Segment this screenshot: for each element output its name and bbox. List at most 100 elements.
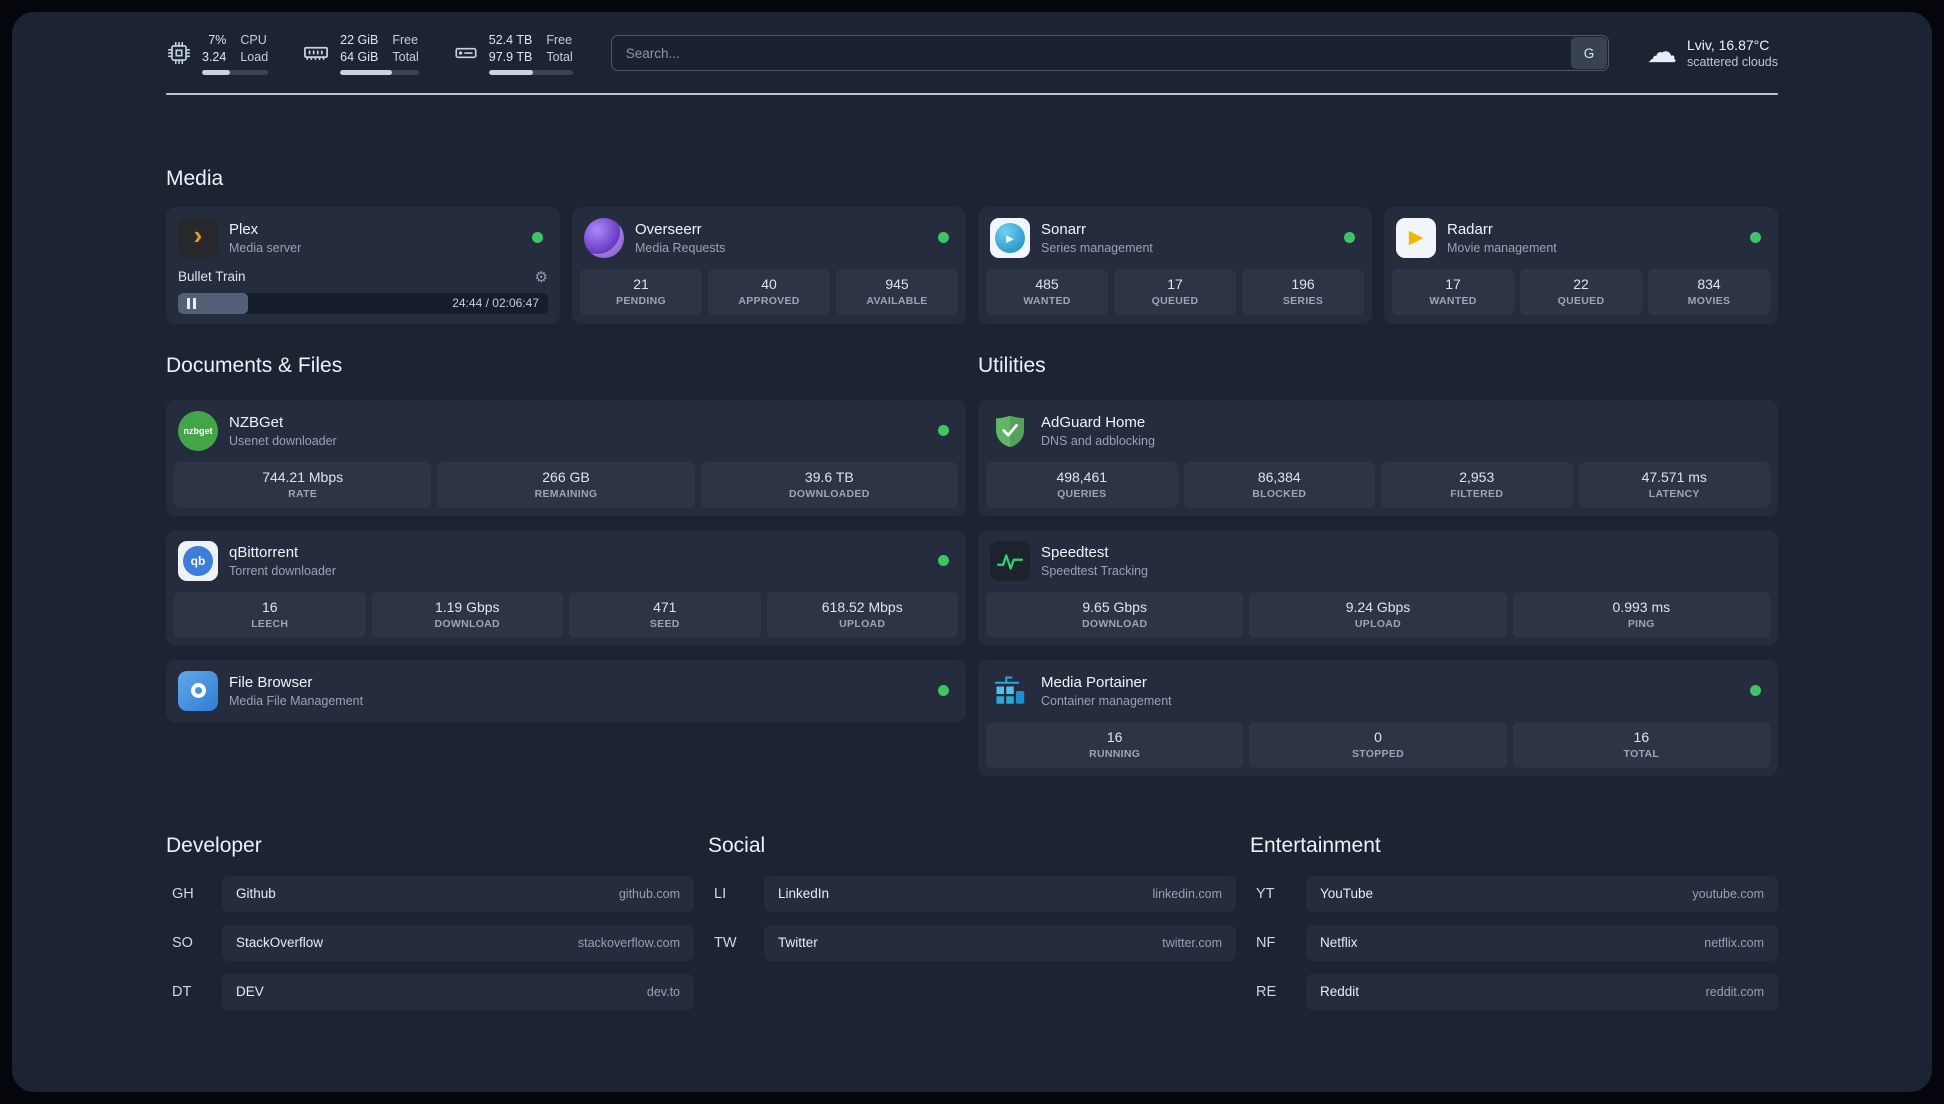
- card-qbittorrent[interactable]: qb qBittorrent Torrent downloader 16 LEE…: [166, 529, 966, 646]
- speedtest-icon: [990, 540, 1030, 581]
- disk-free-label: Free: [546, 33, 573, 47]
- stat-upload: 618.52 Mbps UPLOAD: [766, 591, 958, 638]
- memory-total-label: Total: [392, 49, 419, 64]
- middle-grid: Documents & Files nzbget NZBGet Usenet d…: [166, 354, 1778, 776]
- stat-stopped: 0 STOPPED: [1249, 721, 1507, 768]
- disk-widget: 52.4 TB 97.9 TB Free Total: [453, 32, 573, 75]
- stat-leech: 16 LEECH: [174, 591, 366, 638]
- card-subtitle: Media server: [229, 240, 302, 255]
- stat-rate: 744.21 Mbps RATE: [174, 461, 432, 508]
- bookmark-link[interactable]: Github github.com: [222, 875, 694, 912]
- bookmark-abbr: TW: [714, 934, 737, 951]
- stat-ping: 0.993 ms PING: [1512, 591, 1770, 638]
- playback-progress-bar[interactable]: 24:44 / 02:06:47: [178, 292, 548, 314]
- disk-icon: [453, 40, 479, 66]
- section-heading-entertainment: Entertainment: [1250, 833, 1381, 857]
- card-speedtest[interactable]: Speedtest Speedtest Tracking 9.65 Gbps D…: [978, 529, 1778, 646]
- bookmark-reddit: RE Reddit reddit.com: [1250, 973, 1778, 1010]
- stat-queries: 498,461 QUERIES: [986, 461, 1178, 508]
- cpu-usage-value: 7%: [208, 33, 227, 47]
- card-filebrowser[interactable]: File Browser Media File Management: [166, 659, 966, 722]
- cpu-label: CPU: [240, 33, 267, 47]
- card-subtitle: Media File Management: [229, 693, 364, 708]
- sonarr-icon: ▸: [990, 217, 1030, 258]
- card-sonarr[interactable]: ▸ Sonarr Series management 485 WANTED 17…: [978, 206, 1372, 324]
- weather-widget: ☁ Lviv, 16.87°C scattered clouds: [1647, 37, 1778, 69]
- card-title: Speedtest: [1041, 543, 1109, 561]
- status-indicator: [1344, 232, 1355, 244]
- stat-latency: 47.571 ms LATENCY: [1578, 461, 1770, 508]
- card-plex[interactable]: › Plex Media server Bullet Train ⚙: [166, 206, 560, 324]
- card-overseerr[interactable]: Overseerr Media Requests 21 PENDING 40 A…: [572, 206, 966, 324]
- bookmarks: Developer GH Github github.com SO StackO…: [166, 834, 1778, 1023]
- radarr-icon: ▶: [1396, 217, 1436, 258]
- bookmark-dev: DT DEV dev.to: [166, 973, 694, 1010]
- bookmark-abbr: LI: [714, 885, 727, 902]
- bookmark-link[interactable]: Reddit reddit.com: [1306, 973, 1778, 1010]
- stat-total: 16 TOTAL: [1512, 721, 1770, 768]
- memory-icon: [302, 39, 330, 67]
- stat-queued: 22 QUEUED: [1520, 268, 1642, 315]
- card-subtitle: DNS and adblocking: [1041, 433, 1155, 448]
- cpu-load-value: 3.24: [202, 49, 227, 64]
- card-nzbget[interactable]: nzbget NZBGet Usenet downloader 744.21 M…: [166, 399, 966, 516]
- memory-progress-fill: [340, 69, 393, 75]
- card-title: Sonarr: [1041, 220, 1087, 238]
- bookmark-link[interactable]: Twitter twitter.com: [764, 924, 1236, 961]
- disk-progress-fill: [488, 69, 534, 75]
- qbittorrent-icon: qb: [178, 540, 218, 581]
- bookmark-stackoverflow: SO StackOverflow stackoverflow.com: [166, 924, 694, 961]
- memory-widget: 22 GiB 64 GiB Free Total: [302, 32, 419, 75]
- stat-available: 945 AVAILABLE: [836, 268, 958, 315]
- nzbget-icon: nzbget: [178, 410, 218, 451]
- bookmark-linkedin: LI LinkedIn linkedin.com: [708, 875, 1236, 912]
- bookmark-link[interactable]: LinkedIn linkedin.com: [764, 875, 1236, 912]
- pause-icon[interactable]: [187, 297, 196, 309]
- dashboard: 7% 3.24 CPU Load: [12, 12, 1932, 1092]
- stat-pending: 21 PENDING: [580, 268, 702, 315]
- card-subtitle: Torrent downloader: [229, 563, 337, 578]
- card-radarr[interactable]: ▶ Radarr Movie management 17 WANTED 22 Q…: [1384, 206, 1778, 324]
- search-input[interactable]: [611, 36, 1570, 71]
- memory-free-label: Free: [392, 33, 419, 47]
- status-indicator: [1750, 232, 1761, 244]
- bookmark-link[interactable]: StackOverflow stackoverflow.com: [222, 924, 694, 961]
- stat-remaining: 266 GB REMAINING: [437, 461, 695, 508]
- stat-approved: 40 APPROVED: [708, 268, 830, 315]
- stat-queued: 17 QUEUED: [1114, 268, 1236, 315]
- card-portainer[interactable]: Media Portainer Container management 16 …: [978, 659, 1778, 776]
- card-adguard[interactable]: AdGuard Home DNS and adblocking 498,461 …: [978, 399, 1778, 516]
- section-heading-media: Media: [166, 166, 224, 190]
- status-indicator: [938, 685, 949, 697]
- disk-free-value: 52.4 TB: [488, 33, 533, 47]
- cpu-progress-bar: [202, 69, 269, 75]
- stat-blocked: 86,384 BLOCKED: [1183, 461, 1375, 508]
- search-provider-button[interactable]: G: [1570, 37, 1607, 70]
- adguard-icon: [990, 411, 1030, 451]
- card-title: Media Portainer: [1041, 673, 1147, 691]
- card-title: Overseerr: [635, 220, 702, 238]
- cpu-icon: [166, 40, 192, 66]
- stat-movies: 834 MOVIES: [1648, 268, 1770, 315]
- card-title: File Browser: [229, 673, 313, 691]
- bookmark-link[interactable]: YouTube youtube.com: [1306, 875, 1778, 912]
- search-bar: G: [610, 35, 1609, 72]
- stat-wanted: 485 WANTED: [986, 268, 1108, 315]
- bookmarks-developer: Developer GH Github github.com SO StackO…: [166, 834, 694, 1023]
- stat-running: 16 RUNNING: [986, 721, 1244, 768]
- stat-filtered: 2,953 FILTERED: [1381, 461, 1573, 508]
- filebrowser-icon: [178, 670, 218, 711]
- header-divider: [166, 92, 1778, 95]
- bookmark-abbr: NF: [1256, 934, 1276, 951]
- bookmark-abbr: RE: [1256, 983, 1277, 1000]
- gear-icon[interactable]: ⚙: [534, 268, 548, 286]
- bookmark-github: GH Github github.com: [166, 875, 694, 912]
- card-title: Plex: [229, 220, 259, 238]
- bookmark-link[interactable]: Netflix netflix.com: [1306, 924, 1778, 961]
- bookmark-twitter: TW Twitter twitter.com: [708, 924, 1236, 961]
- stat-series: 196 SERIES: [1242, 268, 1364, 315]
- bookmark-link[interactable]: DEV dev.to: [222, 973, 694, 1010]
- playback-time: 24:44 / 02:06:47: [452, 296, 539, 311]
- card-title: qBittorrent: [229, 543, 299, 561]
- memory-total-value: 64 GiB: [340, 49, 379, 64]
